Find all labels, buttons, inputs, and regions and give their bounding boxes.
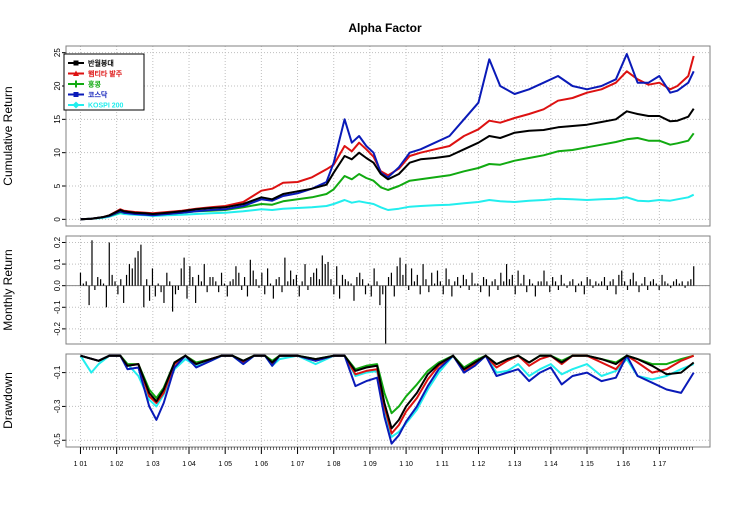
legend-item: 홍콩 (68, 80, 101, 89)
x-tick-label: 1 01 (74, 461, 88, 468)
x-tick-label: 1 04 (182, 461, 196, 468)
legend-label: 반월봉대 (88, 59, 114, 68)
x-tick-label: 1 05 (218, 461, 232, 468)
legend-label: KOSPI 200 (88, 103, 124, 110)
y-tick-label: 0.0 (53, 280, 62, 292)
x-tick-label: 1 03 (146, 461, 160, 468)
x-tick-label: 1 08 (327, 461, 341, 468)
x-tick-label: 1 17 (653, 461, 667, 468)
y-tick-label: -0.5 (53, 433, 62, 447)
x-tick-label: 1 09 (363, 461, 377, 468)
y-tick-label: 0.1 (53, 258, 62, 270)
y-tick-label: 15 (53, 114, 62, 123)
x-tick-label: 1 06 (255, 461, 269, 468)
legend-item: 반월봉대 (68, 59, 114, 68)
legend-marker (72, 101, 80, 109)
y-tick-label: -0.3 (53, 399, 62, 413)
y-tick-label: 0 (53, 217, 62, 222)
legend-item: KOSPI 200 (68, 101, 124, 110)
x-tick-label: 1 10 (399, 461, 413, 468)
y-tick-label: -0.1 (53, 300, 62, 314)
legend-label: 햄티타 발주 (88, 69, 123, 78)
y-tick-label: 20 (53, 81, 62, 90)
x-tick-label: 1 02 (110, 461, 124, 468)
legend-item: 햄티타 발주 (68, 69, 123, 78)
monthly-return-panel: -0.2 -0.1 0.0 0.1 0.2 Monthly Return (1, 235, 711, 345)
cumulative-line-series-2 (80, 55, 695, 221)
x-tick-label: 1 14 (544, 461, 558, 468)
y-tick-label: 5 (53, 183, 62, 188)
x-tick-label: 1 12 (472, 461, 486, 468)
y-tick-label: 10 (53, 148, 62, 157)
x-tick-label: 1 13 (508, 461, 522, 468)
cumulative-line-series-1 (80, 108, 695, 221)
drawdown-line-series-3 (80, 354, 694, 415)
cumulative-panel-frame (65, 45, 711, 227)
monthly-panel-frame (65, 235, 711, 345)
x-axis: 1 01 1 02 1 03 1 04 1 05 1 06 1 07 1 08 1 09 1 10… (74, 447, 693, 468)
monthly-return-axis-title: Monthly Return (1, 249, 15, 330)
x-tick-label: 1 15 (580, 461, 594, 468)
y-tick-label: -0.2 (53, 321, 62, 335)
y-tick-label: 25 (53, 48, 62, 57)
chart-title: Alpha Factor (348, 21, 422, 35)
x-tick-label: 1 16 (616, 461, 630, 468)
x-tick-label: 1 11 (436, 461, 449, 468)
drawdown-axis-title: Drawdown (1, 372, 15, 429)
legend-label: 코스닥 (88, 90, 108, 99)
y-tick-label: -0.1 (53, 365, 62, 379)
legend-marker (73, 60, 79, 66)
drawdown-line-series-1 (80, 354, 695, 430)
legend-marker (73, 92, 79, 97)
cumulative-line-series-4 (80, 53, 695, 221)
legend-label: 홍콩 (88, 80, 101, 89)
y-tick-label: 0.2 (53, 236, 62, 248)
drawdown-panel: -0.1 -0.3 -0.5 Drawdown (1, 353, 711, 448)
cumulative-return-axis-title: Cumulative Return (1, 86, 15, 185)
cumulative-line-series-5 (80, 193, 695, 221)
drawdown-line-series-4 (80, 354, 695, 445)
legend-item: 코스닥 (68, 90, 108, 99)
x-tick-label: 1 07 (291, 461, 305, 468)
legend-marker (73, 70, 79, 76)
